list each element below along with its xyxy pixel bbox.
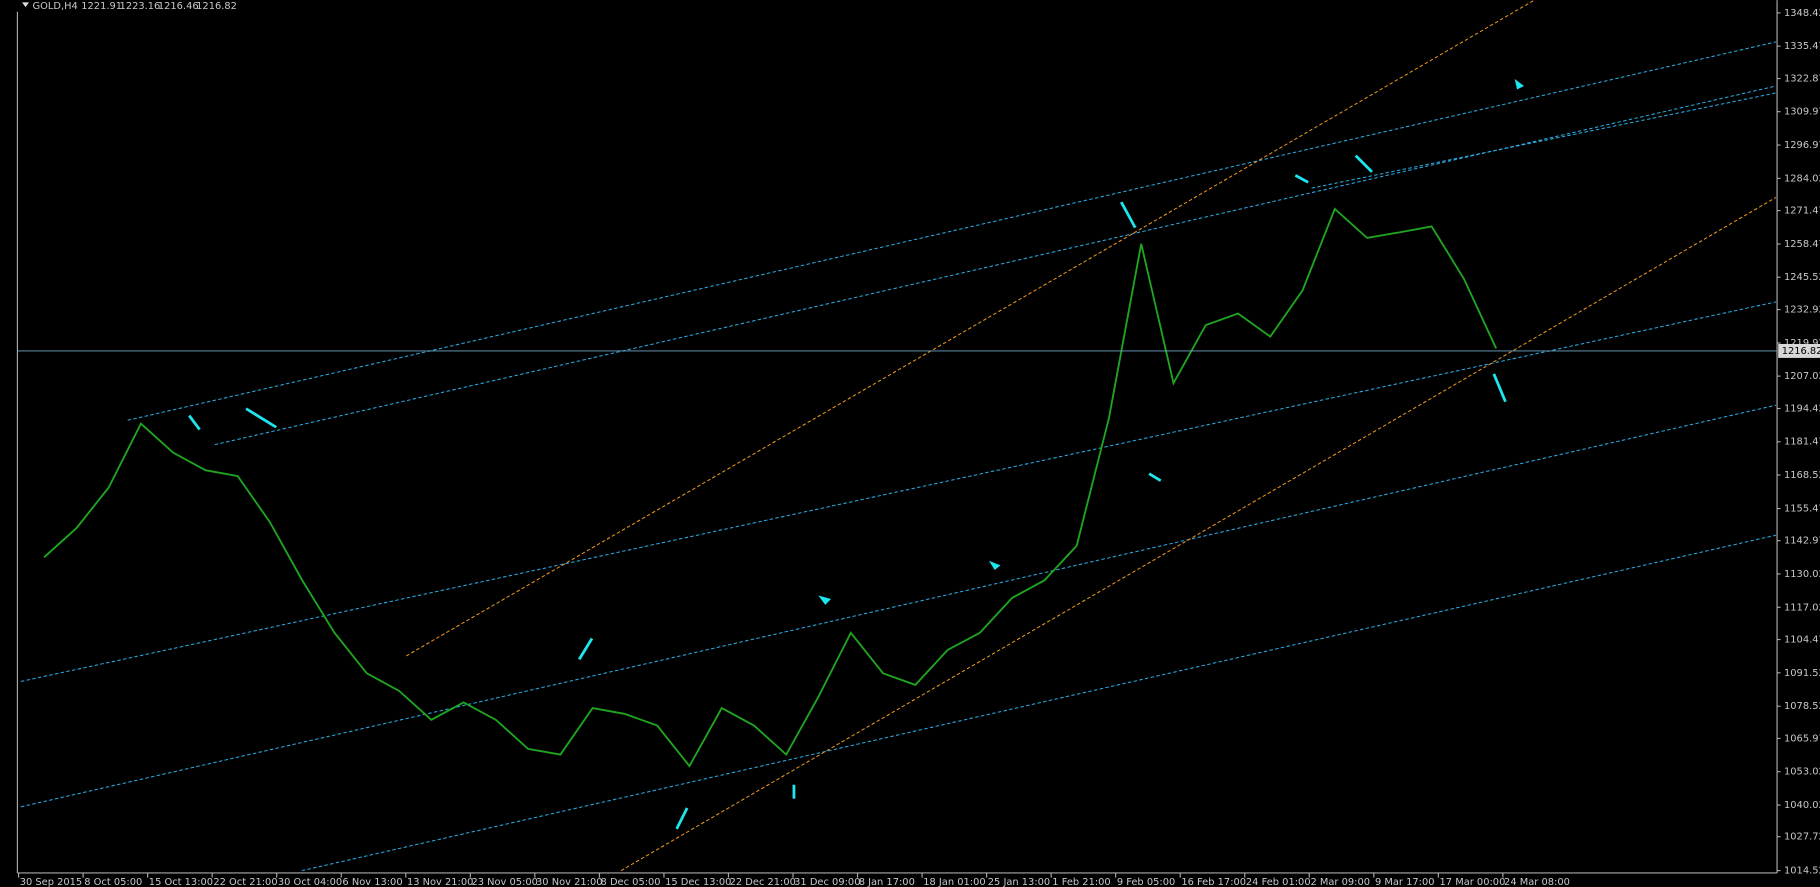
x-tick-label: 25 Jan 13:00 bbox=[988, 877, 1050, 887]
arrow bbox=[1492, 373, 1507, 403]
y-tick-label: 1040.02 bbox=[1784, 800, 1820, 811]
arrow bbox=[1294, 174, 1309, 184]
y-tick-label: 1065.97 bbox=[1784, 733, 1820, 744]
low-value: 1216.46 bbox=[158, 1, 199, 12]
menu-triangle[interactable] bbox=[22, 2, 30, 8]
x-tick-label: 22 Oct 21:00 bbox=[213, 877, 277, 887]
arrow bbox=[188, 414, 201, 431]
high-value: 1223.16 bbox=[120, 1, 161, 12]
arrow bbox=[578, 637, 594, 661]
y-tick-label: 1078.52 bbox=[1784, 701, 1820, 712]
y-tick-label: 1284.02 bbox=[1784, 173, 1820, 184]
arrows bbox=[188, 79, 1525, 830]
x-tick-label: 9 Mar 17:00 bbox=[1375, 877, 1435, 887]
x-tick-label: 17 Mar 00:00 bbox=[1440, 877, 1506, 887]
y-tick-label: 1309.97 bbox=[1784, 107, 1820, 118]
y-tick-label: 1117.02 bbox=[1784, 602, 1820, 613]
trendline bbox=[214, 85, 1777, 446]
close-value: 1216.82 bbox=[196, 1, 237, 12]
y-tick-label: 1322.87 bbox=[1784, 74, 1820, 85]
y-tick-label: 1130.02 bbox=[1784, 569, 1820, 580]
trendline bbox=[405, 0, 1535, 657]
y-tick-label: 1348.42 bbox=[1784, 8, 1820, 19]
x-tick-label: 24 Feb 01:00 bbox=[1246, 877, 1311, 887]
trendline bbox=[20, 404, 1777, 808]
trendline bbox=[1311, 92, 1776, 189]
y-tick-label: 1104.47 bbox=[1784, 635, 1820, 646]
y-tick-label: 1142.97 bbox=[1784, 536, 1820, 547]
x-tick-label: 23 Nov 05:00 bbox=[471, 877, 537, 887]
trendlines bbox=[20, 0, 1777, 872]
x-tick-label: 30 Oct 04:00 bbox=[278, 877, 342, 887]
x-tick-label: 1 Feb 21:00 bbox=[1052, 877, 1110, 887]
y-tick-label: 1207.02 bbox=[1784, 371, 1820, 382]
x-tick-label: 22 Dec 21:00 bbox=[730, 877, 796, 887]
x-tick-label: 15 Dec 13:00 bbox=[665, 877, 731, 887]
trendline bbox=[20, 301, 1777, 682]
y-tick-label: 1168.52 bbox=[1784, 470, 1820, 481]
y-tick-label: 1181.47 bbox=[1784, 437, 1820, 448]
y-tick-label: 1014.52 bbox=[1784, 866, 1820, 877]
y-tick-label: 1219.92 bbox=[1784, 338, 1820, 349]
arrow bbox=[1148, 472, 1162, 482]
x-tick-label: 30 Sep 2015 bbox=[20, 877, 83, 887]
arrow bbox=[988, 560, 1001, 571]
x-tick-label: 8 Oct 05:00 bbox=[84, 877, 142, 887]
x-tick-label: 8 Jan 17:00 bbox=[859, 877, 915, 887]
arrow bbox=[675, 807, 689, 830]
y-tick-label: 1335.47 bbox=[1784, 41, 1820, 52]
y-tick-label: 1258.47 bbox=[1784, 239, 1820, 250]
x-tick-label: 31 Dec 09:00 bbox=[794, 877, 860, 887]
arrow bbox=[1120, 201, 1137, 229]
x-tick-label: 9 Feb 05:00 bbox=[1117, 877, 1175, 887]
y-tick-label: 1232.92 bbox=[1784, 305, 1820, 316]
trendline bbox=[127, 41, 1777, 421]
y-tick-label: 1245.52 bbox=[1784, 272, 1820, 283]
x-tick-label: 13 Nov 21:00 bbox=[407, 877, 473, 887]
y-tick-label: 1155.47 bbox=[1784, 504, 1820, 515]
open-value: 1221.91 bbox=[81, 1, 122, 12]
y-tick-label: 1053.02 bbox=[1784, 767, 1820, 778]
arrow bbox=[1354, 154, 1373, 173]
price-tag-label: 1216.82 bbox=[1782, 346, 1820, 357]
x-tick-label: 30 Nov 21:00 bbox=[536, 877, 602, 887]
y-tick-label: 1296.97 bbox=[1784, 140, 1820, 151]
x-tick-label: 16 Feb 17:00 bbox=[1181, 877, 1246, 887]
arrow bbox=[818, 595, 832, 605]
trendline bbox=[301, 534, 1777, 872]
y-tick-label: 1194.42 bbox=[1784, 403, 1820, 414]
x-tick-label: 24 Mar 08:00 bbox=[1504, 877, 1570, 887]
y-tick-label: 1271.47 bbox=[1784, 206, 1820, 217]
arrow bbox=[245, 407, 277, 429]
x-tick-label: 18 Jan 01:00 bbox=[923, 877, 985, 887]
x-tick-label: 2 Mar 09:00 bbox=[1310, 877, 1370, 887]
y-tick-label: 1027.72 bbox=[1784, 832, 1820, 843]
price-tag bbox=[1778, 343, 1820, 358]
price-line bbox=[43, 207, 1498, 768]
trendline bbox=[620, 196, 1777, 872]
arrow bbox=[1514, 79, 1525, 90]
x-tick-label: 15 Oct 13:00 bbox=[149, 877, 213, 887]
x-tick-label: 8 Dec 05:00 bbox=[601, 877, 661, 887]
x-tick-label: 6 Nov 13:00 bbox=[342, 877, 402, 887]
y-tick-label: 1091.52 bbox=[1784, 668, 1820, 679]
chart-title: GOLD,H4 bbox=[33, 1, 78, 12]
